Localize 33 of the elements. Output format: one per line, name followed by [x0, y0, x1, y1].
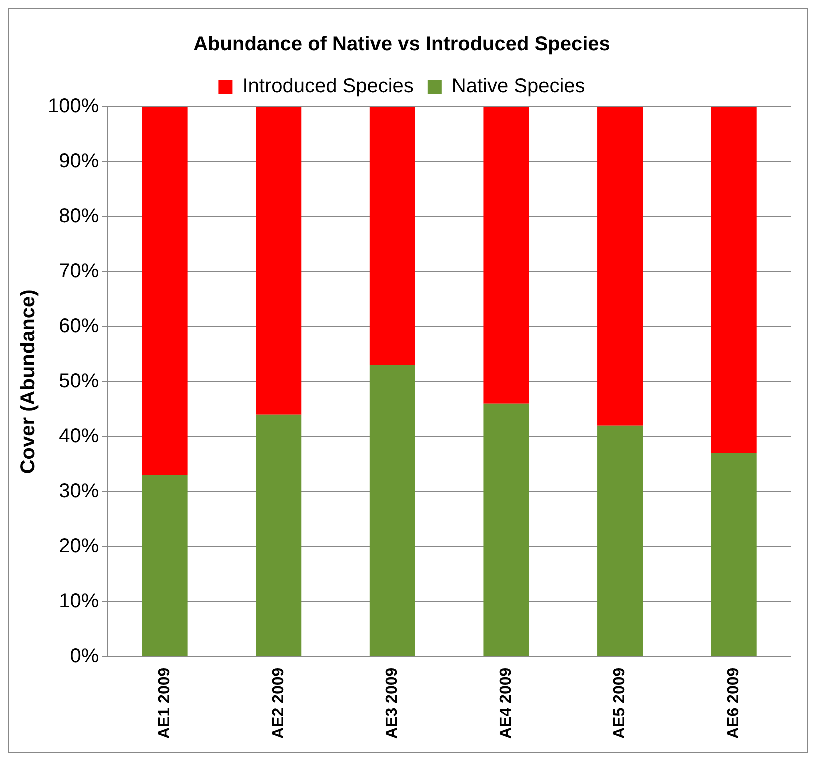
y-axis-title: Cover (Abundance) — [18, 290, 40, 474]
y-tick-label: 10% — [59, 590, 100, 612]
x-tick-label: AE6 2009 — [726, 668, 742, 740]
y-tick-label: 50% — [59, 370, 100, 392]
y-tick-label: 80% — [59, 205, 100, 228]
bar — [598, 426, 644, 656]
bar — [484, 404, 530, 656]
y-tick-label: 70% — [59, 260, 100, 282]
x-tick-label: AE3 2009 — [384, 668, 402, 740]
bar — [256, 414, 302, 656]
bar — [598, 107, 644, 426]
y-tick-label: 40% — [59, 425, 100, 448]
y-tick-label: 20% — [59, 535, 100, 558]
chart-title: Abundance of Native vs Introduced Species — [194, 34, 610, 56]
x-tick-label: AE5 2009 — [612, 668, 629, 740]
x-tick-label: AE4 2009 — [498, 668, 515, 740]
x-tick-label: AE2 2009 — [270, 668, 288, 740]
legend-label: Introduced Species — [242, 76, 414, 98]
y-tick-label: 100% — [48, 96, 100, 118]
y-tick-label: 0% — [70, 645, 100, 668]
y-tick-label: 90% — [59, 150, 100, 172]
bar — [142, 107, 188, 476]
bar — [484, 107, 530, 404]
bar — [142, 475, 188, 656]
bar — [256, 107, 302, 415]
bar — [711, 453, 757, 656]
bar — [370, 107, 416, 366]
x-tick-label: AE1 2009 — [156, 668, 174, 740]
bar — [370, 365, 416, 656]
y-tick-label: 30% — [59, 480, 100, 502]
bar — [711, 107, 757, 454]
y-tick-label: 60% — [59, 315, 100, 338]
legend-label: Native Species — [452, 76, 586, 98]
